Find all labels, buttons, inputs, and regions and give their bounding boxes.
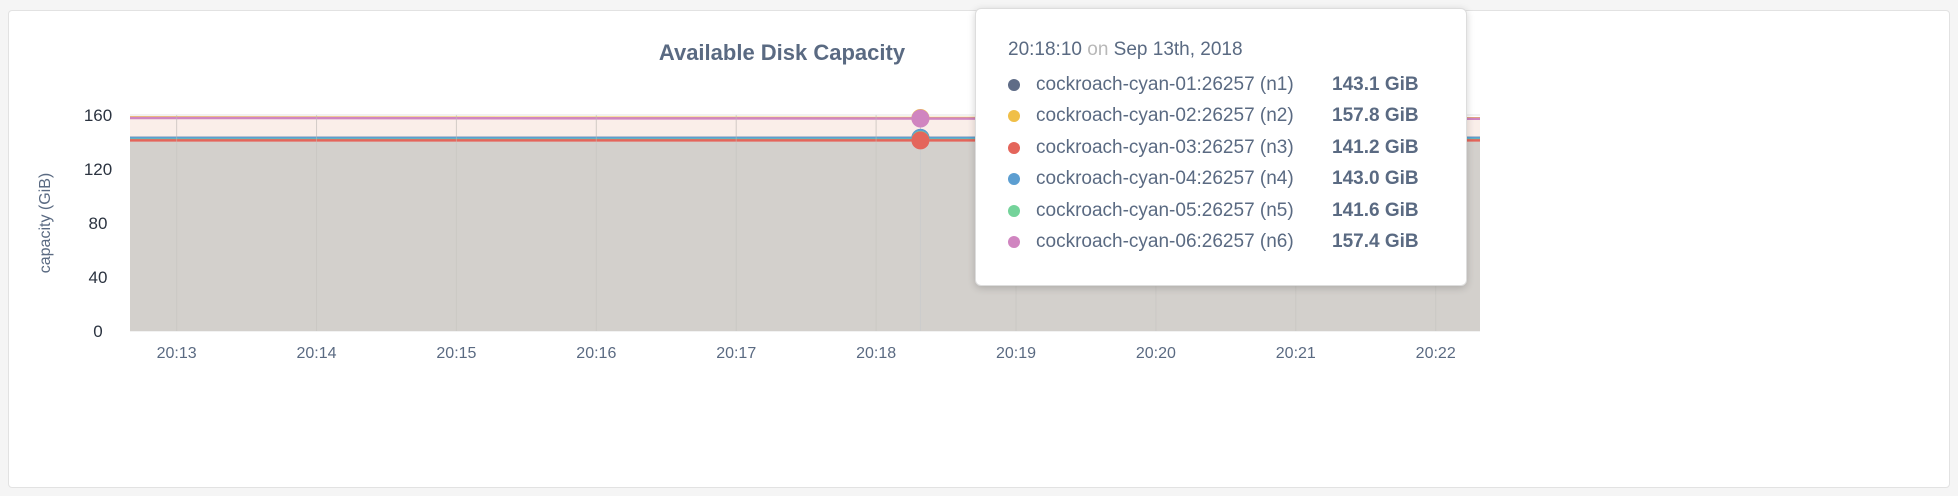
x-tick-label: 20:14 (297, 345, 337, 362)
x-tick-label: 20:21 (1276, 345, 1316, 362)
tooltip-series-name: cockroach-cyan-01:26257 (n1) (1036, 73, 1294, 95)
y-tick-label: 0 (93, 322, 102, 341)
tooltip-series-value: 157.8 GiB (1332, 105, 1419, 127)
tooltip-series-name: cockroach-cyan-03:26257 (n3) (1036, 136, 1294, 158)
series-color-dot-icon (1008, 78, 1020, 91)
hover-point (911, 109, 930, 128)
y-tick-label: 120 (84, 160, 112, 179)
tooltip-on: on (1087, 39, 1109, 60)
tooltip-time: 20:18:10 (1008, 39, 1082, 60)
x-tick-label: 20:20 (1136, 345, 1176, 362)
series-color-dot-icon (1008, 110, 1020, 123)
y-tick-label: 160 (84, 106, 112, 125)
x-tick-label: 20:17 (716, 345, 756, 362)
tooltip-series-value: 141.6 GiB (1332, 199, 1419, 221)
series-color-dot-icon (1008, 141, 1020, 154)
chart-title: Available Disk Capacity (659, 40, 906, 65)
series-color-dot-icon (1008, 204, 1020, 217)
tooltip-row: cockroach-cyan-03:26257 (n3) 141.2 GiB (1008, 132, 1466, 164)
tooltip-series-name: cockroach-cyan-06:26257 (n6) (1036, 231, 1294, 253)
series-color-dot-icon (1008, 173, 1020, 186)
x-tick-label: 20:13 (157, 345, 197, 362)
tooltip-series-name: cockroach-cyan-04:26257 (n4) (1036, 168, 1294, 190)
tooltip-series-value: 157.4 GiB (1332, 231, 1419, 253)
tooltip-row: cockroach-cyan-01:26257 (n1) 143.1 GiB (1008, 69, 1466, 101)
tooltip-series-value: 143.1 GiB (1332, 73, 1419, 95)
tooltip-row: cockroach-cyan-06:26257 (n6) 157.4 GiB (1008, 227, 1466, 259)
hover-tooltip: 20:18:10 on Sep 13th, 2018 cockroach-cya… (975, 8, 1467, 286)
tooltip-header: 20:18:10 on Sep 13th, 2018 (1008, 39, 1466, 61)
tooltip-row: cockroach-cyan-02:26257 (n2) 157.8 GiB (1008, 101, 1466, 133)
tooltip-series-value: 141.2 GiB (1332, 136, 1419, 158)
x-tick-label: 20:16 (576, 345, 616, 362)
series-color-dot-icon (1008, 236, 1020, 249)
y-tick-label: 80 (89, 214, 108, 233)
tooltip-row: cockroach-cyan-04:26257 (n4) 143.0 GiB (1008, 164, 1466, 196)
x-tick-label: 20:22 (1416, 345, 1456, 362)
x-tick-label: 20:18 (856, 345, 896, 362)
tooltip-row: cockroach-cyan-05:26257 (n5) 141.6 GiB (1008, 195, 1466, 227)
tooltip-series-name: cockroach-cyan-02:26257 (n2) (1036, 105, 1294, 127)
tooltip-date: Sep 13th, 2018 (1113, 39, 1243, 60)
y-axis-label: capacity (GiB) (37, 173, 54, 273)
x-tick-label: 20:19 (996, 345, 1036, 362)
hover-point (911, 131, 930, 150)
tooltip-series-name: cockroach-cyan-05:26257 (n5) (1036, 199, 1294, 221)
tooltip-series-value: 143.0 GiB (1332, 168, 1419, 190)
y-tick-label: 40 (89, 268, 108, 287)
x-tick-label: 20:15 (436, 345, 476, 362)
